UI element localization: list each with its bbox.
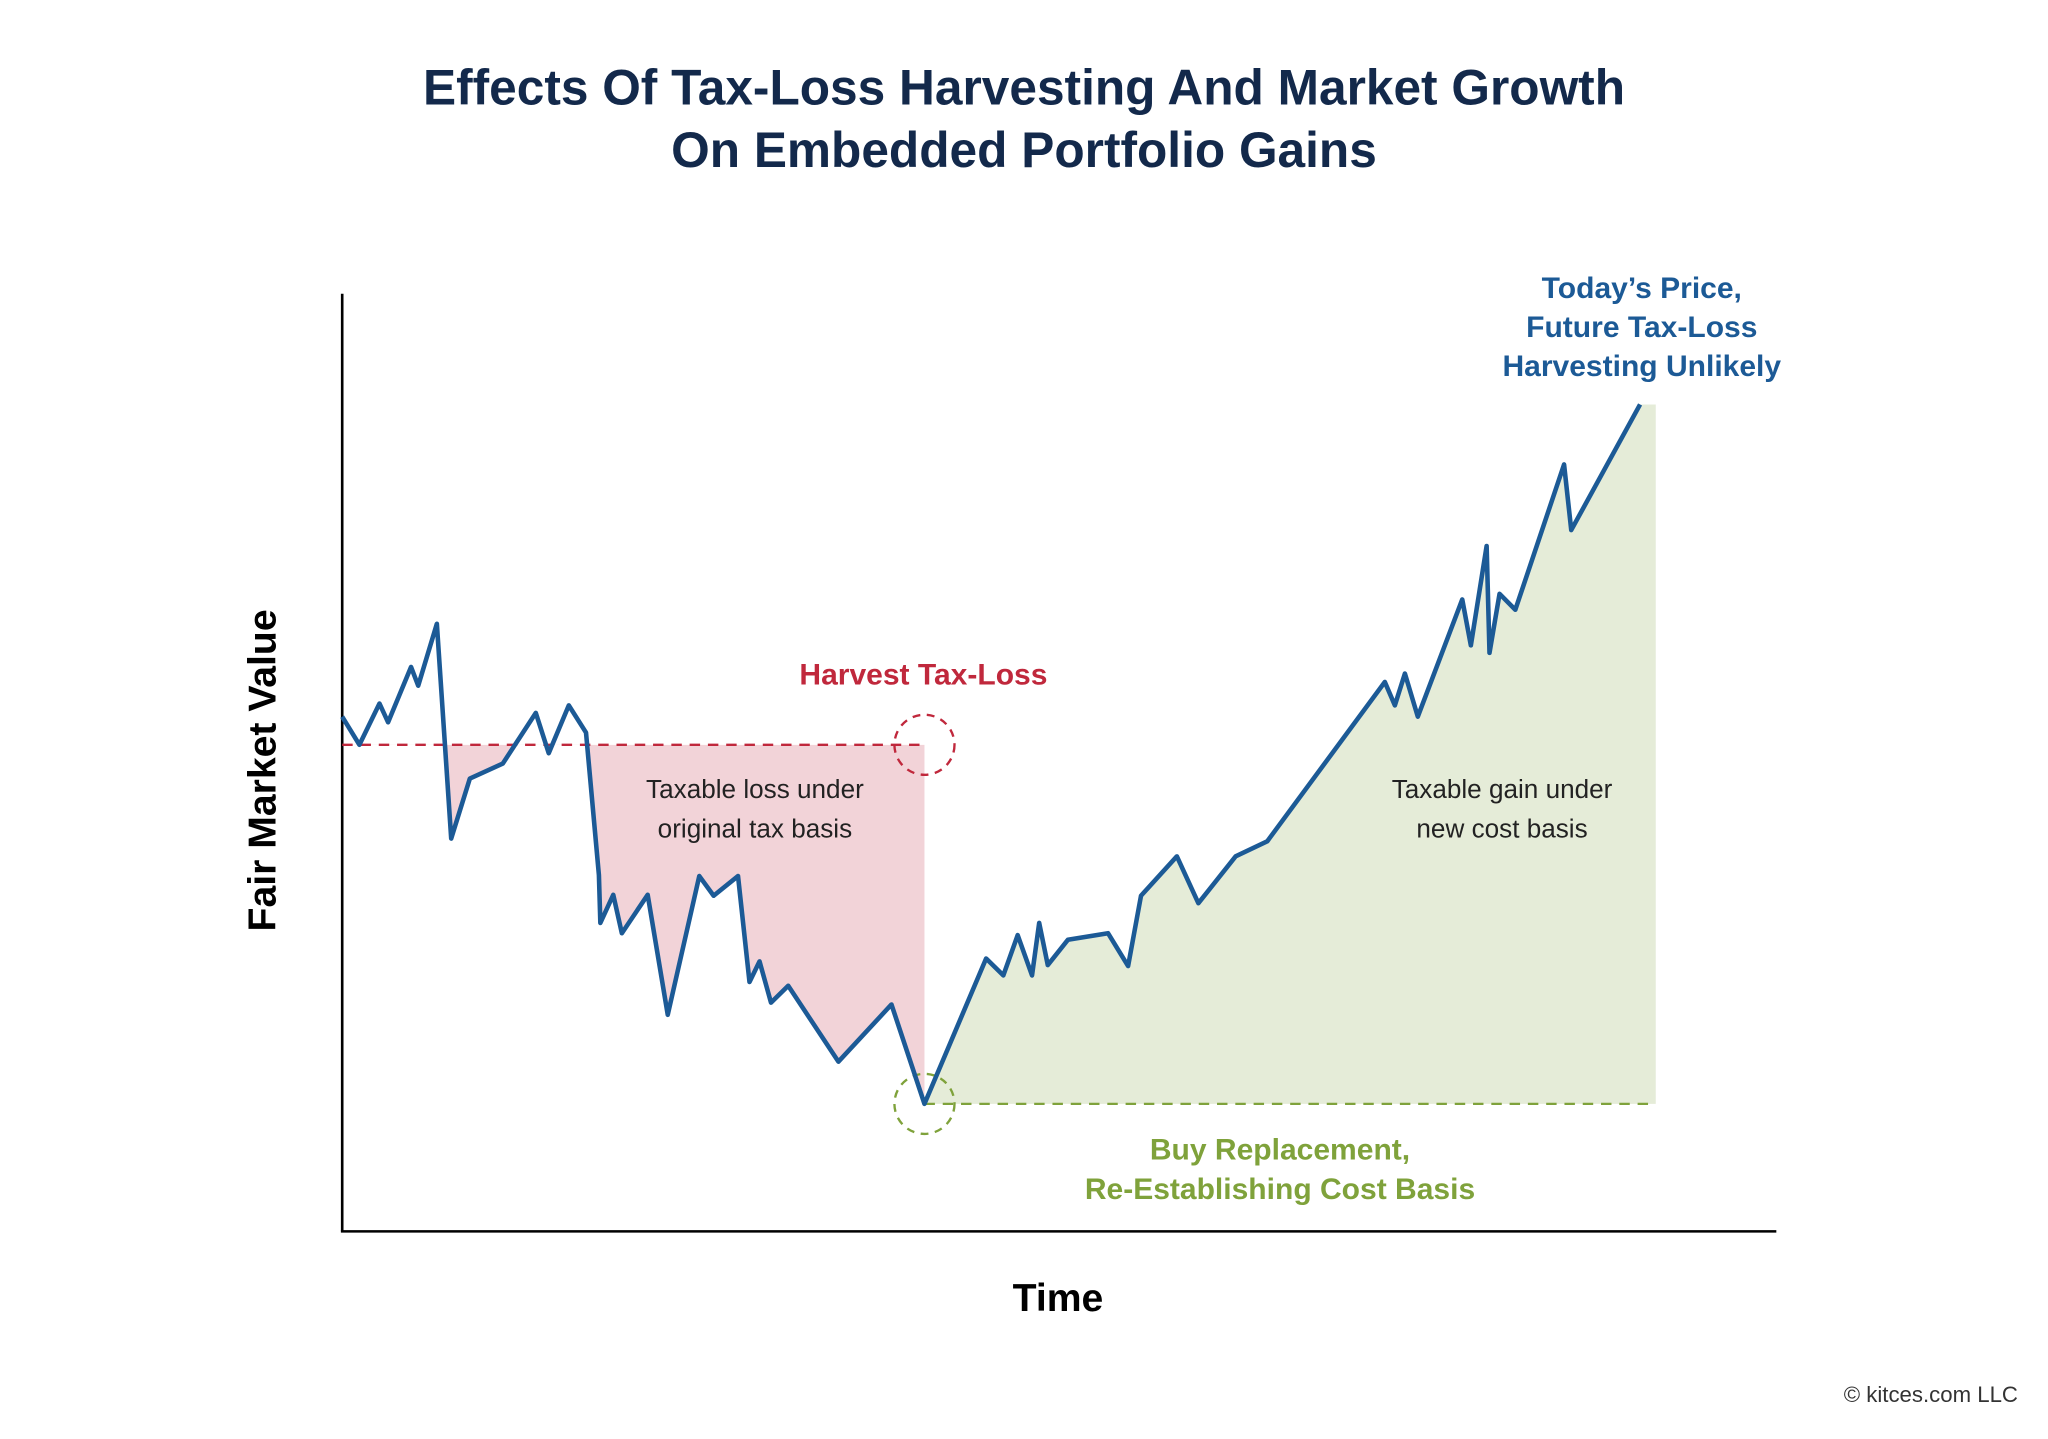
replacement-marker [893,1072,956,1136]
y-axis-label: Fair Market Value [241,609,284,931]
chart-title: Effects Of Tax-Loss Harvesting And Marke… [423,60,1625,116]
annotation-today: Today’s Price, [1542,272,1742,305]
chart-title: On Embedded Portfolio Gains [671,122,1377,178]
loss-area [342,744,925,1104]
annotation-gain-area: Taxable gain under [1392,774,1613,804]
footer: © kitces.com LLC [1844,1382,2018,1407]
harvest-marker [893,713,956,776]
x-axis-label: Time [1013,1277,1104,1320]
annotation-replacement: Re-Establishing Cost Basis [1085,1173,1475,1206]
annotation-gain-area: new cost basis [1416,813,1587,843]
gain-area [924,404,1656,1104]
areas [342,404,1656,1104]
annotation-loss-area: Taxable loss under [646,774,864,804]
annotation-loss-area: original tax basis [658,813,853,843]
annotation-today: Future Tax-Loss [1526,311,1757,344]
annotation-harvest: Harvest Tax-Loss [799,658,1047,691]
annotation-replacement: Buy Replacement, [1150,1134,1410,1167]
price-line [340,403,1643,1107]
annotation-today: Harvesting Unlikely [1502,350,1781,383]
